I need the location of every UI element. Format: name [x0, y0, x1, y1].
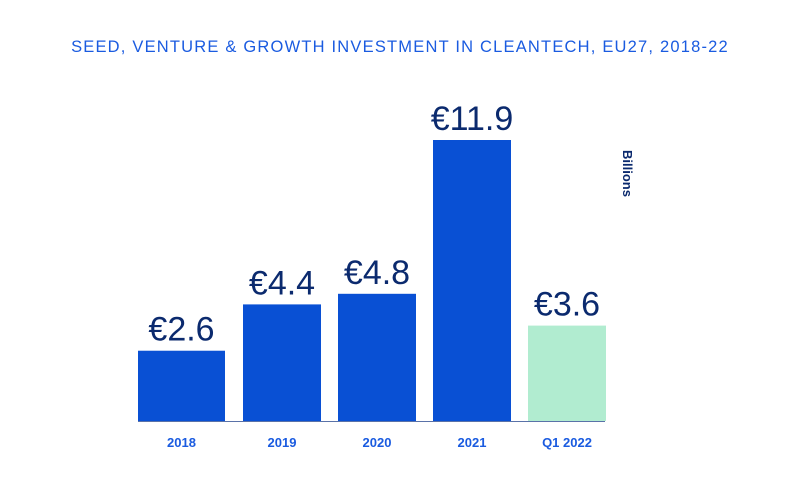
- bar: [433, 140, 511, 421]
- data-label: €11.9: [431, 100, 514, 138]
- x-tick-label: 2018: [167, 435, 196, 450]
- chart-title: SEED, VENTURE & GROWTH INVESTMENT IN CLE…: [71, 38, 729, 56]
- data-label: €4.8: [344, 254, 410, 292]
- x-tick-label: 2020: [363, 435, 392, 450]
- data-label: €2.6: [148, 311, 214, 349]
- bar: [528, 325, 606, 421]
- data-label: €3.6: [534, 286, 600, 324]
- bar: [338, 293, 416, 421]
- x-tick-label: Q1 2022: [542, 435, 592, 450]
- data-label: €4.4: [249, 264, 315, 302]
- x-tick-label: 2021: [458, 435, 487, 450]
- x-tick-label: 2019: [268, 435, 297, 450]
- bar: [243, 304, 321, 421]
- bar: [138, 350, 225, 421]
